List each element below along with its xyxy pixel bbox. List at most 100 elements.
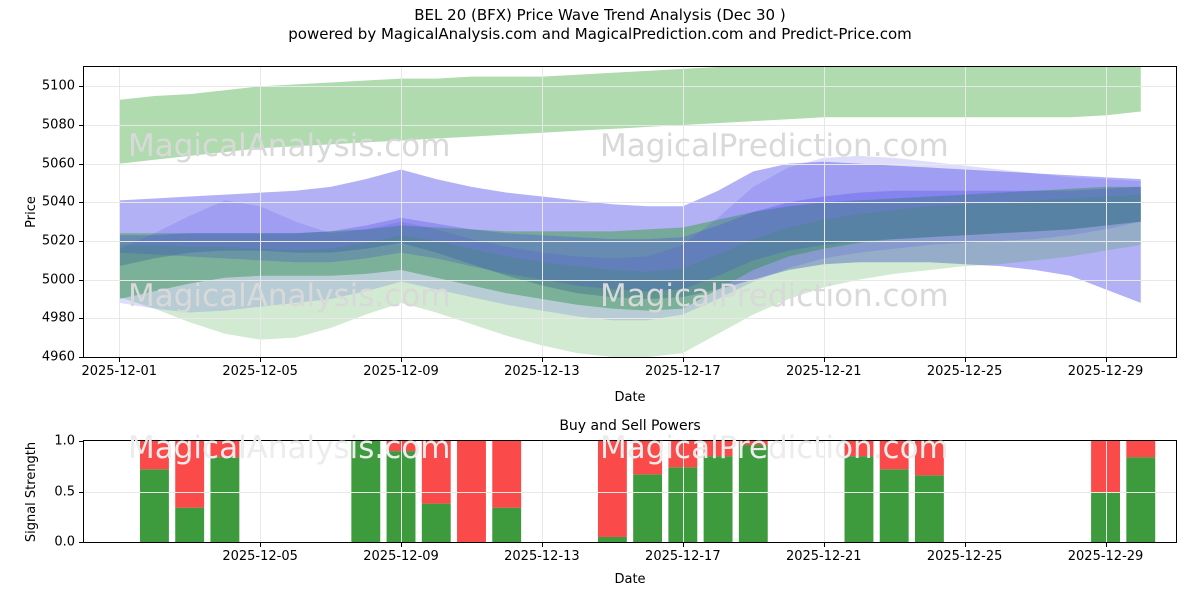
power-gridline-vertical (964, 441, 966, 542)
power-bar-sell (492, 441, 522, 508)
price-gridline-vertical (541, 67, 543, 357)
power-gridline-vertical (823, 441, 825, 542)
power-bar-buy (844, 456, 874, 542)
price-x-tick-label: 2025-12-05 (222, 364, 298, 379)
price-y-tick-label: 5100 (41, 78, 75, 94)
power-bar-buy (597, 536, 627, 542)
power-x-axis-title: Date (614, 572, 646, 587)
power-bar-sell (703, 441, 733, 457)
power-bar-sell (1126, 441, 1156, 458)
price-x-tick-mark (401, 358, 403, 362)
power-bar-layer (140, 441, 1156, 542)
power-gridline-vertical (682, 441, 684, 542)
power-x-tick-label: 2025-12-17 (645, 549, 721, 564)
power-bar-buy (140, 469, 169, 542)
price-band-blue-mid-band (119, 161, 1141, 303)
price-gridline-horizontal (84, 163, 1176, 165)
power-bar-sell (738, 441, 768, 446)
power-bar-buy (210, 457, 240, 542)
price-gridline-vertical (1105, 67, 1107, 357)
price-band-green-core-band (119, 186, 1141, 311)
power-x-tick-mark (682, 543, 684, 547)
power-bar-sell (140, 441, 169, 470)
price-chart-plot-area (83, 66, 1177, 358)
price-gridline-horizontal (84, 241, 1176, 242)
power-bar-buy (879, 469, 909, 542)
power-gridline-vertical (260, 441, 262, 542)
price-x-tick-mark (964, 358, 966, 362)
price-x-tick-label: 2025-12-29 (1067, 364, 1144, 379)
power-bar-sell (879, 441, 909, 470)
power-bar-buy (421, 503, 451, 542)
power-gridline-vertical (401, 441, 403, 542)
page-title: BEL 20 (BFX) Price Wave Trend Analysis (… (414, 6, 786, 24)
page-subtitle: powered by MagicalAnalysis.com and Magic… (288, 25, 912, 43)
power-bar-sell (210, 441, 240, 458)
price-x-tick-label: 2025-12-13 (504, 364, 580, 379)
price-gridline-vertical (401, 67, 403, 357)
price-band-green-upper-band (119, 67, 1141, 164)
power-bar-buy (1126, 457, 1156, 542)
price-x-tick-mark (119, 358, 121, 362)
power-x-tick-mark (401, 543, 403, 547)
price-y-tick-label: 5040 (41, 194, 75, 210)
power-chart-plot-area (83, 440, 1177, 543)
price-band-blue-outer-wave (119, 155, 1141, 321)
price-gridline-horizontal (84, 357, 1176, 358)
power-y-tick-mark (79, 542, 83, 543)
power-y-tick-label: 0.0 (54, 534, 75, 550)
price-gridline-horizontal (84, 86, 1176, 88)
power-gridline-vertical (541, 441, 543, 542)
power-x-tick-label: 2025-12-25 (926, 549, 1003, 564)
price-band-green-lower-wave (119, 194, 1141, 357)
price-x-tick-mark (260, 358, 262, 362)
power-bar-sell (175, 441, 205, 508)
price-x-tick-label: 2025-12-25 (926, 364, 1003, 379)
price-y-tick-mark (79, 241, 83, 242)
price-y-tick-label: 5020 (41, 233, 75, 249)
power-bar-sell (844, 441, 874, 457)
price-x-tick-mark (541, 358, 543, 362)
power-y-tick-mark (79, 441, 83, 442)
price-gridline-vertical (119, 67, 121, 357)
power-bar-buy (738, 445, 768, 542)
price-gridline-vertical (260, 67, 262, 357)
price-y-tick-label: 5080 (41, 117, 75, 133)
power-y-tick-mark (79, 491, 83, 493)
power-chart-title: Buy and Sell Powers (559, 418, 701, 434)
price-x-tick-mark (682, 358, 684, 362)
price-y-tick-mark (79, 163, 83, 165)
power-bar-sell (421, 441, 451, 504)
power-x-tick-mark (260, 543, 262, 547)
power-bar-sell (597, 441, 627, 537)
price-band-layer (119, 67, 1141, 357)
power-y-tick-label: 1.0 (54, 433, 75, 449)
power-y-axis-title: Signal Strength (24, 441, 39, 543)
price-y-tick-mark (79, 279, 83, 281)
power-bar-buy (633, 474, 663, 542)
power-bar-buy (175, 507, 205, 542)
price-gridline-vertical (964, 67, 966, 357)
power-bar-buy (914, 475, 944, 542)
price-gridline-horizontal (84, 318, 1176, 320)
price-y-tick-label: 4980 (41, 310, 75, 326)
power-gridline-vertical (1105, 441, 1107, 542)
power-x-tick-label: 2025-12-29 (1067, 549, 1144, 564)
price-gridline-horizontal (84, 125, 1176, 126)
power-x-tick-mark (823, 543, 825, 547)
price-y-axis-title: Price (24, 196, 39, 228)
price-y-tick-mark (79, 357, 83, 358)
power-bar-buy (492, 507, 522, 542)
power-x-tick-mark (964, 543, 966, 547)
price-x-tick-label: 2025-12-21 (785, 364, 862, 379)
price-y-tick-mark (79, 86, 83, 88)
power-x-tick-mark (1105, 543, 1107, 547)
price-x-tick-label: 2025-12-17 (645, 364, 721, 379)
price-y-tick-label: 5000 (41, 272, 75, 288)
power-bar-sell (633, 441, 663, 475)
price-y-tick-mark (79, 202, 83, 204)
power-x-tick-label: 2025-12-09 (363, 549, 439, 564)
price-band-blue-inner-band (119, 186, 1141, 292)
price-y-tick-label: 5060 (41, 156, 75, 172)
